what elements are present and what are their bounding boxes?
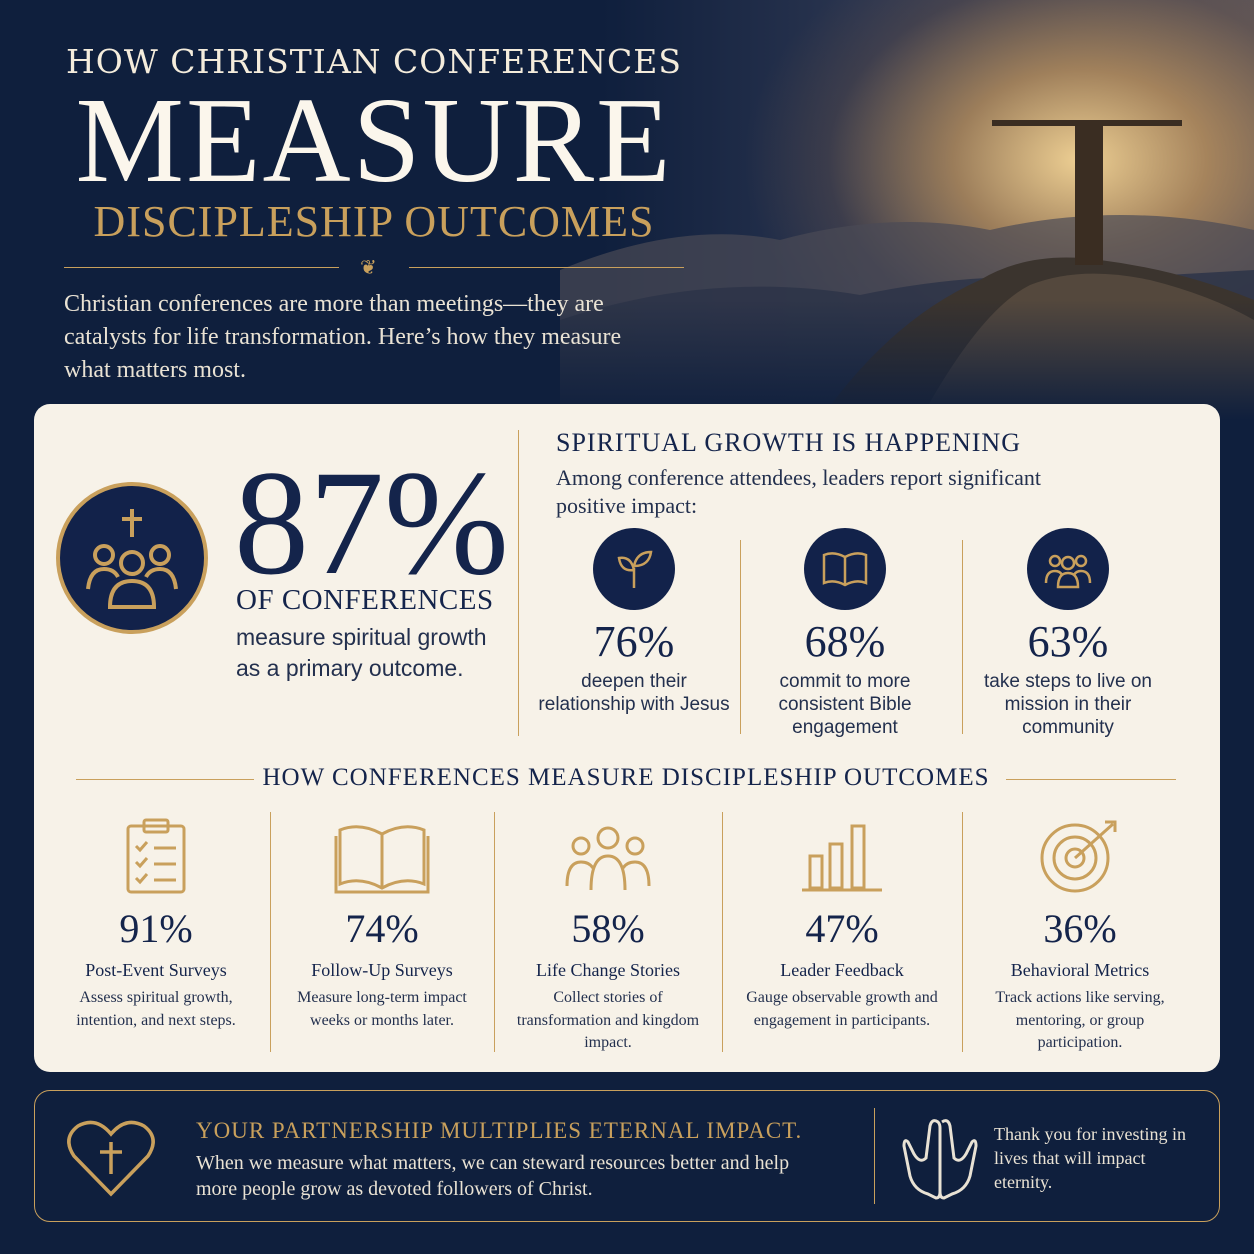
measure-item-name: Follow-Up Surveys — [311, 960, 453, 980]
title-subtitle: DISCIPLESHIP OUTCOMES — [93, 197, 655, 246]
footer-thanks: Thank you for investing in lives that wi… — [994, 1124, 1186, 1192]
measure-item-desc: Track actions like serving, mentoring, o… — [995, 989, 1165, 1051]
clipboard-checklist-icon — [56, 818, 256, 894]
growth-subtitle: Among conference attendees, leaders repo… — [556, 465, 1042, 518]
measure-item: 74% Follow-Up Surveys Measure long-term … — [282, 818, 482, 1032]
footer-text: When we measure what matters, we can ste… — [196, 1152, 790, 1200]
hero-fade — [0, 300, 1254, 420]
column-divider — [494, 812, 495, 1052]
page-title: MEASURE — [75, 73, 673, 208]
group-icon — [1027, 528, 1109, 610]
headline-stat-value: 87% — [234, 440, 509, 606]
growth-item-value: 63% — [1027, 617, 1109, 666]
column-divider — [270, 812, 271, 1052]
measure-item-value: 47% — [805, 906, 879, 951]
people-icon — [508, 818, 708, 894]
heart-cross-icon — [66, 1116, 156, 1204]
fleuron-icon: ❦ — [360, 255, 377, 279]
title-line-1: HOW CHRISTIAN CONFERENCES — [66, 42, 682, 81]
open-book-icon — [804, 528, 886, 610]
measure-item-desc: Gauge observable growth and engagement i… — [746, 989, 938, 1029]
measure-item-desc: Assess spiritual growth, intention, and … — [76, 989, 236, 1029]
measure-item: 91% Post-Event Surveys Assess spiritual … — [56, 818, 256, 1032]
growth-item: 68% commit to more consistent Bible enga… — [745, 528, 945, 739]
growth-item-value: 68% — [804, 617, 886, 666]
measure-item: 47% Leader Feedback Gauge observable gro… — [742, 818, 942, 1032]
footer-divider — [874, 1108, 875, 1204]
growth-item-value: 76% — [593, 617, 675, 666]
growth-title: SPIRITUAL GROWTH IS HAPPENING — [556, 428, 1021, 457]
measures-title: HOW CONFERENCES MEASURE DISCIPLESHIP OUT… — [262, 764, 990, 791]
footer-panel — [34, 1090, 1220, 1222]
cross-people-icon — [56, 482, 208, 634]
growth-item: 76% deepen their relationship with Jesus — [534, 528, 734, 716]
column-divider — [962, 540, 963, 734]
growth-item-desc: take steps to live on mission in their c… — [984, 671, 1152, 738]
target-icon — [980, 818, 1180, 894]
ornament-divider: ❦ — [64, 255, 684, 279]
measure-item-desc: Collect stories of transformation and ki… — [516, 989, 700, 1051]
open-book-icon — [282, 818, 482, 894]
headline-stat-desc: measure spiritual growth as a primary ou… — [236, 624, 487, 681]
sprout-icon — [593, 528, 675, 610]
column-divider — [962, 812, 963, 1052]
measure-item-desc: Measure long-term impact weeks or months… — [297, 989, 467, 1029]
growth-item-desc: commit to more consistent Bible engageme… — [778, 671, 912, 738]
measure-item-name: Life Change Stories — [536, 960, 680, 980]
praying-hands-icon — [900, 1114, 980, 1206]
growth-item: 63% take steps to live on mission in the… — [968, 528, 1168, 739]
bar-chart-icon — [742, 818, 942, 894]
measure-item: 36% Behavioral Metrics Track actions lik… — [980, 818, 1180, 1055]
column-divider — [740, 540, 741, 734]
measure-item-name: Post-Event Surveys — [85, 960, 227, 980]
measure-item: 58% Life Change Stories Collect stories … — [508, 818, 708, 1055]
column-divider — [722, 812, 723, 1052]
measure-item-name: Leader Feedback — [780, 960, 904, 980]
measure-item-value: 36% — [1043, 906, 1117, 951]
headline-stat-label: OF CONFERENCES — [236, 584, 494, 616]
footer-title: YOUR PARTNERSHIP MULTIPLIES ETERNAL IMPA… — [196, 1118, 803, 1143]
measure-item-value: 91% — [119, 906, 193, 951]
measure-item-value: 74% — [345, 906, 419, 951]
measures-header: HOW CONFERENCES MEASURE DISCIPLESHIP OUT… — [76, 762, 1176, 798]
main-card — [34, 404, 1220, 1072]
intro-text: Christian conferences are more than meet… — [64, 291, 622, 383]
measure-item-name: Behavioral Metrics — [1010, 960, 1150, 980]
growth-item-desc: deepen their relationship with Jesus — [538, 671, 730, 715]
section-divider — [518, 430, 519, 736]
measure-item-value: 58% — [571, 906, 645, 951]
